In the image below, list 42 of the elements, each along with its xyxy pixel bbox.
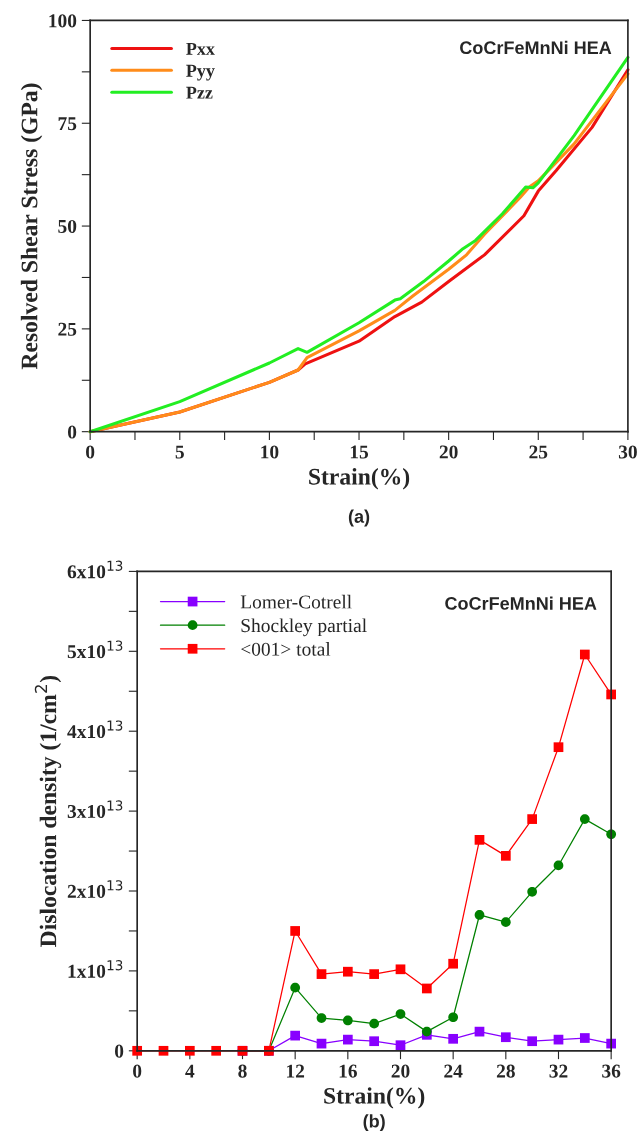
y-tick-label: 4x10$^{13}$: [67, 720, 123, 739]
x-tick-label: 24: [444, 1064, 463, 1078]
x-tick-label: 10: [261, 445, 279, 459]
x-tick-label: 25: [529, 445, 548, 459]
y-tick-label: 75: [58, 117, 77, 131]
y-tick-label: 0: [67, 425, 77, 439]
x-tick-label: 5: [175, 445, 184, 459]
y-tick-label: 0: [115, 1044, 124, 1058]
x-tick-label: 8: [238, 1064, 247, 1078]
x-tick-label: 12: [287, 1064, 305, 1078]
x-tick-label: 36: [602, 1064, 621, 1078]
x-tick-label: 0: [133, 1064, 142, 1078]
y-tick-label: 25: [58, 322, 77, 336]
x-tick-label: 30: [618, 445, 637, 459]
x-axis-title: Strain(%): [324, 1087, 425, 1109]
x-tick-label: 20: [439, 445, 458, 459]
y-axis-title: Dislocation density (1/cm$^{2}$): [34, 675, 62, 947]
text: (b): [363, 1114, 385, 1132]
y-tick-label: 2x10$^{13}$: [67, 880, 123, 898]
y-tick-label: 3x10$^{13}$: [67, 800, 123, 819]
x-axis-title: Strain(%): [309, 468, 410, 490]
y-tick-label: 50: [58, 219, 77, 233]
y-tick-label: 100: [49, 14, 77, 28]
annotation: CoCrFeMnNi HEA: [445, 596, 597, 610]
annotation: CoCrFeMnNi HEA: [460, 40, 612, 55]
x-tick-label: 32: [549, 1064, 568, 1078]
legend-label: Pzz: [186, 86, 213, 99]
x-tick-label: 15: [350, 445, 369, 459]
legend-label: Pyy: [186, 64, 215, 81]
x-tick-label: 20: [391, 1064, 410, 1078]
y-tick-label: 6x10$^{13}$: [67, 560, 123, 579]
x-tick-label: 4: [185, 1064, 195, 1078]
legend-label: Pxx: [186, 42, 215, 55]
x-tick-label: 28: [496, 1064, 515, 1078]
x-tick-label: 16: [339, 1064, 357, 1078]
legend-label: <001> total: [241, 642, 331, 656]
y-axis-title: Resolved Shear Stress (GPa): [20, 83, 43, 370]
text: (a): [348, 509, 370, 527]
legend-label: Lomer-Cotrell: [240, 594, 352, 609]
y-tick-label: 1x10$^{13}$: [68, 960, 123, 978]
y-tick-label: 5x10$^{13}$: [67, 640, 123, 659]
legend-label: Shockley partial: [241, 618, 367, 637]
